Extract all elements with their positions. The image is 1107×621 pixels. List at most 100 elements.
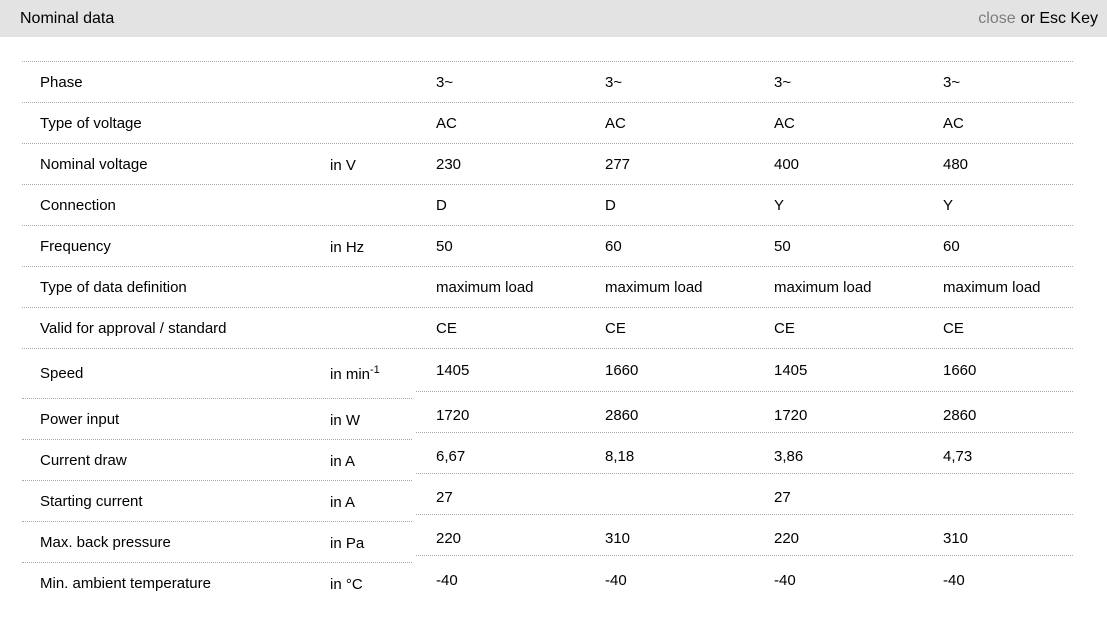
row-values-section: 220 310 220 310: [416, 522, 1073, 556]
value-cell: Y: [774, 196, 785, 214]
value-cell: 2860: [943, 407, 977, 424]
value-cell: 2860: [605, 407, 639, 424]
table-row: Speed in min-1 1405 1660 1405 1660: [22, 349, 1073, 399]
value-cell: -40: [943, 571, 965, 589]
row-label: Max. back pressure: [40, 533, 171, 551]
value-cell: [585, 481, 754, 514]
value-cell: 50: [774, 237, 791, 255]
value-cell: AC: [605, 114, 626, 132]
row-values-section: AC AC AC AC: [416, 103, 1073, 143]
row-label: Current draw: [40, 451, 127, 469]
value-cell: 230: [436, 155, 462, 173]
value-cell: 50: [436, 237, 453, 255]
row-label: Power input: [40, 410, 120, 428]
close-button[interactable]: close: [978, 9, 1016, 27]
value-cell: 3~: [436, 73, 454, 91]
row-values-section: 230 277 400 480: [416, 144, 1073, 184]
row-label: Valid for approval / standard: [40, 319, 227, 337]
row-unit: in V: [330, 156, 356, 174]
value-cell: maximum load: [605, 278, 703, 296]
table-row: Current draw in A 6,67 8,18 3,86 4,73: [22, 440, 1073, 481]
row-left-section: Speed in min-1: [22, 349, 412, 399]
value-cell: AC: [436, 114, 457, 132]
value-cell: CE: [436, 319, 457, 337]
table-row: Type of voltage AC AC AC AC: [22, 103, 1073, 144]
table-row: Phase 3~ 3~ 3~ 3~: [22, 62, 1073, 103]
value-cell: 400: [774, 155, 800, 173]
value-cell: D: [436, 196, 447, 214]
row-unit: in min-1: [330, 364, 380, 383]
value-cell: 3~: [605, 73, 623, 91]
value-cell: 1660: [605, 361, 639, 379]
value-cell: 8,18: [605, 448, 635, 465]
value-cell: 1405: [774, 361, 808, 379]
value-cell: CE: [943, 319, 964, 337]
table-row: Nominal voltage in V 230 277 400 480: [22, 144, 1073, 185]
table-row: Type of data definition maximum load max…: [22, 267, 1073, 308]
row-values-section: 1405 1660 1405 1660: [416, 349, 1073, 392]
row-left-section: Type of voltage: [22, 103, 412, 143]
value-cell: 310: [943, 530, 969, 547]
row-left-section: Power input in W: [22, 399, 412, 440]
close-hint-text: or Esc Key: [1020, 9, 1098, 27]
value-cell: 27: [774, 489, 791, 506]
value-cell: 6,67: [436, 448, 466, 465]
table-row: Power input in W 1720 2860 1720 2860: [22, 399, 1073, 440]
row-label: Connection: [40, 196, 116, 214]
value-cell: 1720: [436, 407, 470, 424]
value-cell: 277: [605, 155, 631, 173]
modal-title: Nominal data: [20, 9, 115, 27]
row-left-section: Valid for approval / standard: [22, 308, 412, 348]
row-left-section: Max. back pressure in Pa: [22, 522, 412, 563]
value-cell: 60: [605, 237, 622, 255]
value-cell: CE: [774, 319, 795, 337]
row-values-section: 6,67 8,18 3,86 4,73: [416, 440, 1073, 474]
value-cell: Y: [943, 196, 954, 214]
row-left-section: Frequency in Hz: [22, 226, 412, 266]
table-row: Valid for approval / standard CE CE CE C…: [22, 308, 1073, 349]
value-cell: maximum load: [943, 278, 1041, 296]
row-unit: in A: [330, 493, 356, 511]
row-left-section: Current draw in A: [22, 440, 412, 481]
nominal-data-table: Phase 3~ 3~ 3~ 3~ Type of voltage AC AC …: [22, 61, 1073, 604]
row-label: Type of voltage: [40, 114, 142, 132]
row-label: Type of data definition: [40, 278, 187, 296]
row-values-section: 50 60 50 60: [416, 226, 1073, 266]
row-label: Min. ambient temperature: [40, 575, 211, 592]
table-row: Max. back pressure in Pa 220 310 220 310: [22, 522, 1073, 563]
row-values-section: 1720 2860 1720 2860: [416, 399, 1073, 433]
value-cell: 1660: [943, 361, 977, 379]
value-cell: 1720: [774, 407, 808, 424]
row-left-section: Type of data definition: [22, 267, 412, 307]
row-values-section: maximum load maximum load maximum load m…: [416, 267, 1073, 307]
table-row: Min. ambient temperature in °C -40 -40 -…: [22, 563, 1073, 604]
value-cell: D: [605, 196, 616, 214]
header-close-area: close or Esc Key: [978, 10, 1098, 28]
table-row: Starting current in A 27 27: [22, 481, 1073, 522]
row-values-section: D D Y Y: [416, 185, 1073, 225]
value-cell: AC: [943, 114, 964, 132]
row-unit: in Hz: [330, 238, 365, 256]
row-left-section: Phase: [22, 62, 412, 102]
value-cell: 310: [605, 530, 631, 547]
table-row: Connection D D Y Y: [22, 185, 1073, 226]
value-cell: maximum load: [436, 278, 534, 296]
value-cell: 27: [436, 489, 453, 506]
value-cell: 220: [774, 530, 800, 547]
row-left-section: Connection: [22, 185, 412, 225]
row-values-section: 3~ 3~ 3~ 3~: [416, 62, 1073, 102]
row-unit: in °C: [330, 576, 363, 593]
row-values-section: CE CE CE CE: [416, 308, 1073, 348]
row-unit: in Pa: [330, 534, 365, 552]
value-cell: 4,73: [943, 448, 973, 465]
row-values-section: -40 -40 -40 -40: [416, 563, 1073, 597]
row-unit: in W: [330, 411, 360, 429]
value-cell: maximum load: [774, 278, 872, 296]
value-cell: 60: [943, 237, 960, 255]
table-row: Frequency in Hz 50 60 50 60: [22, 226, 1073, 267]
row-left-section: Starting current in A: [22, 481, 412, 522]
row-label: Nominal voltage: [40, 155, 148, 173]
value-cell: 480: [943, 155, 969, 173]
row-label: Frequency: [40, 237, 111, 255]
row-label: Phase: [40, 73, 83, 91]
